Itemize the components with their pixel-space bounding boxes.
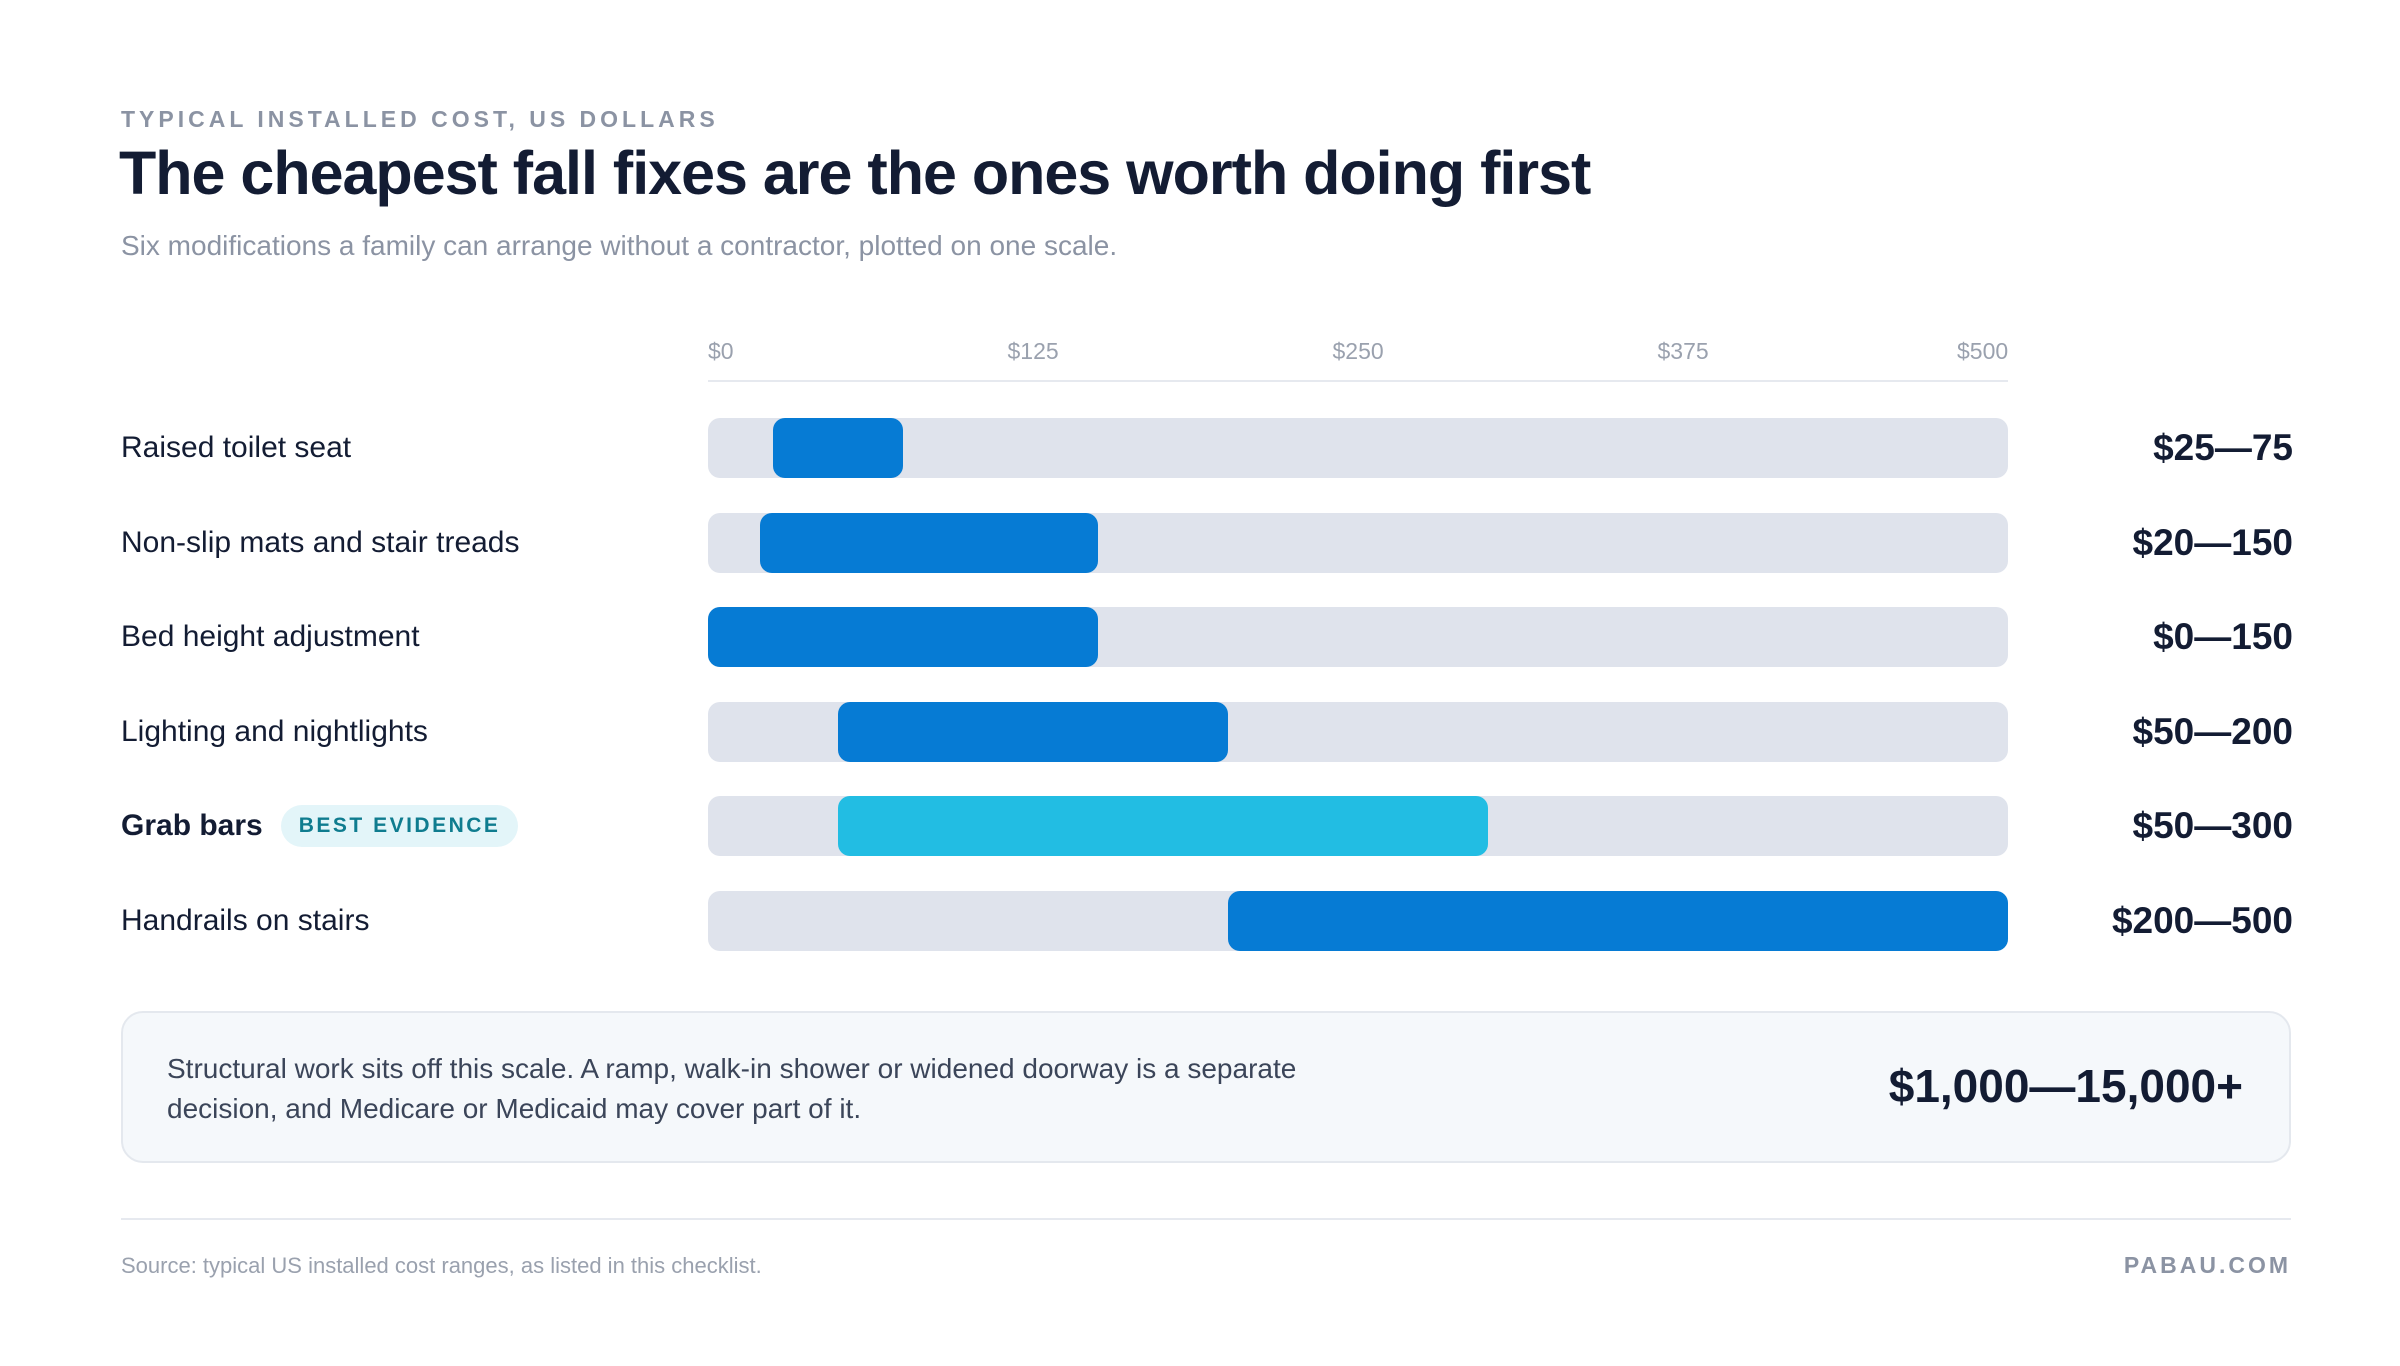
range-bar: [838, 701, 1228, 762]
category-label-text: Grab bars: [121, 809, 263, 842]
structural-work-note: Structural work sits off this scale. A r…: [121, 1011, 2291, 1163]
range-bar: [838, 796, 1488, 856]
category-label-text: Raised toilet seat: [121, 431, 352, 464]
category-label: Raised toilet seat: [121, 418, 351, 478]
cost-range-chart: $0 $125 $250 $375 $500 Raised toilet seat $25—…: [121, 338, 2293, 951]
best-evidence-badge: BEST EVIDENCE: [280, 805, 519, 847]
axis-tick-label: $250: [1332, 338, 1384, 364]
note-value: $1,000—15,000+: [1888, 1060, 2243, 1112]
category-label: Handrails on stairs: [121, 891, 369, 951]
category-label-text: Bed height adjustment: [121, 620, 420, 653]
category-label: Non-slip mats and stair treads: [121, 513, 520, 573]
page-title: The cheapest fall fixes are the ones wor…: [119, 139, 1591, 207]
range-value-label: $20—150: [2132, 521, 2293, 563]
category-label: Grab bars BEST EVIDENCE: [121, 796, 519, 856]
range-bar: [1228, 890, 2008, 951]
footer-divider: [121, 1218, 2291, 1220]
range-value-label: $0—150: [2153, 616, 2293, 657]
category-label: Lighting and nightlights: [121, 702, 428, 762]
range-bar: [760, 512, 1098, 573]
range-value-label: $25—75: [2153, 427, 2293, 468]
range-bar: [708, 607, 1098, 667]
category-label: Bed height adjustment: [121, 607, 420, 667]
axis-tick-label: $0: [708, 338, 734, 364]
range-bar: [773, 418, 903, 478]
axis-tick-label: $125: [1007, 338, 1059, 364]
category-label-text: Non-slip mats and stair treads: [121, 525, 520, 559]
range-value-label: $200—500: [2111, 899, 2293, 941]
range-value-label: $50—300: [2132, 805, 2293, 846]
page-subtitle: Six modifications a family can arrange w…: [121, 230, 1118, 261]
brand-name: PABAU.COM: [2123, 1252, 2291, 1278]
axis-line: [708, 380, 2008, 382]
axis-tick-label: $375: [1657, 338, 1709, 364]
source-note: Source: typical US installed cost ranges…: [121, 1253, 762, 1278]
category-label-text: Handrails on stairs: [121, 903, 370, 937]
axis-tick-label: $500: [1957, 338, 2009, 364]
range-value-label: $50—200: [2132, 710, 2293, 752]
note-text: Structural work sits off this scale. A r…: [167, 1053, 1297, 1124]
bar-track: [708, 418, 2008, 478]
category-label-text: Lighting and nightlights: [121, 714, 428, 748]
eyebrow-label: TYPICAL INSTALLED COST, US DOLLARS: [121, 106, 719, 132]
